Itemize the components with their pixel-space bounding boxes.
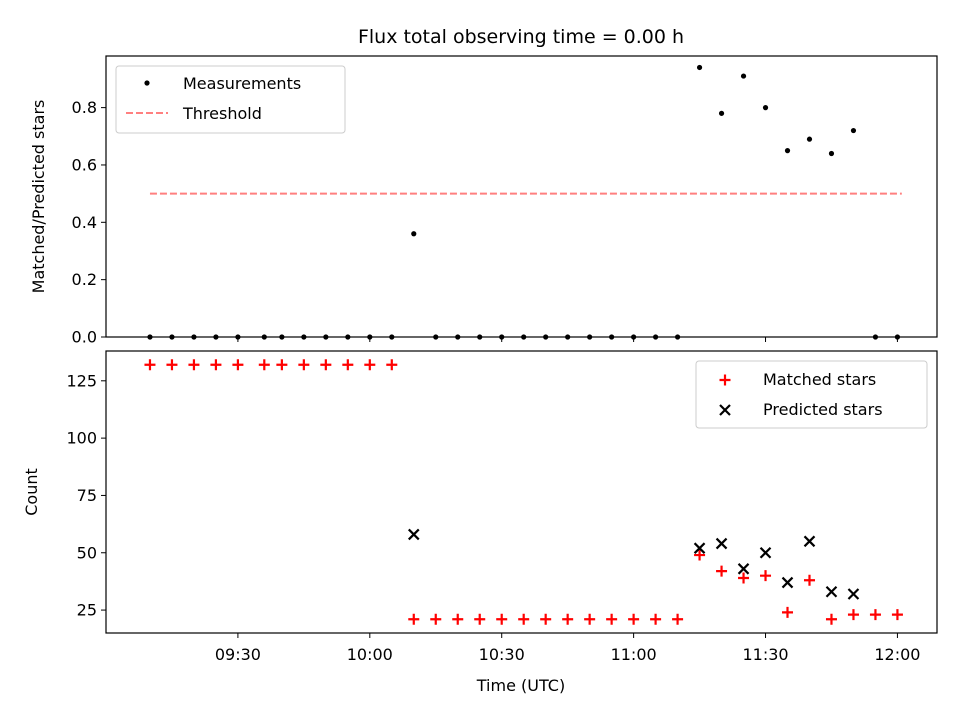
measurement-point bbox=[718, 110, 725, 116]
predicted-star-marker bbox=[803, 535, 816, 548]
predicted-star-marker bbox=[737, 563, 750, 575]
measurement-point bbox=[850, 127, 857, 134]
matched-star-marker bbox=[782, 606, 794, 618]
measurement-point bbox=[696, 64, 703, 71]
y-tick-label: 125 bbox=[66, 371, 97, 390]
bottom-panel: 25 50 75 100 125 09:30 10:00 10:30 11:00 11:30 12:… bbox=[22, 350, 938, 664]
matched-star-marker bbox=[144, 359, 156, 371]
legend-label: Measurements bbox=[183, 74, 301, 93]
y-tick-label: 75 bbox=[77, 486, 97, 505]
top-panel: 0.0 0.2 0.4 0.6 0.8 Matched/Predicted stars Me… bbox=[29, 55, 938, 347]
y-tick-label: 50 bbox=[77, 543, 97, 562]
matched-star-marker bbox=[452, 613, 464, 625]
y-tick-label: 25 bbox=[77, 601, 97, 620]
y-tick-label: 0.2 bbox=[72, 270, 97, 289]
axes-frame bbox=[105, 55, 938, 338]
legend: Measurements Threshold bbox=[115, 65, 346, 134]
predicted-star-marker bbox=[408, 528, 420, 541]
x-tick-label: 11:00 bbox=[611, 645, 657, 664]
y-tick-label: 0.8 bbox=[72, 98, 97, 117]
legend-box bbox=[115, 65, 346, 134]
matched-star-marker bbox=[847, 609, 859, 621]
matched-star-marker bbox=[342, 359, 354, 371]
legend-matched-marker bbox=[719, 374, 731, 386]
matched-star-marker bbox=[210, 359, 222, 371]
legend-box bbox=[695, 360, 928, 429]
legend-label: Predicted stars bbox=[763, 400, 883, 419]
legend: Matched stars Predicted stars bbox=[695, 360, 928, 429]
matched-star-marker bbox=[584, 613, 596, 625]
matched-star-marker bbox=[891, 609, 903, 621]
matched-star-marker bbox=[430, 613, 442, 625]
measurement-point bbox=[828, 150, 835, 157]
matched-star-marker bbox=[474, 613, 486, 625]
predicted-star-marker bbox=[693, 542, 706, 554]
x-tick-label: 12:00 bbox=[874, 645, 920, 664]
x-tick-label: 09:30 bbox=[215, 645, 261, 664]
matched-star-marker bbox=[650, 613, 662, 625]
chart-title: Flux total observing time = 0.00 h bbox=[358, 26, 684, 48]
matched-star-marker bbox=[606, 613, 618, 625]
legend-label: Threshold bbox=[182, 104, 262, 123]
matched-star-marker bbox=[869, 609, 881, 621]
matched-star-marker bbox=[803, 574, 815, 586]
matched-star-marker bbox=[298, 359, 310, 371]
matched-star-marker bbox=[738, 572, 750, 584]
axes-frame bbox=[105, 350, 938, 634]
y-axis-title: Count bbox=[22, 468, 41, 516]
predicted-star-marker bbox=[847, 588, 860, 600]
measurement-point bbox=[784, 148, 791, 154]
series-matched-stars bbox=[144, 359, 903, 625]
predicted-star-marker bbox=[715, 537, 728, 550]
x-tick-label: 10:00 bbox=[347, 645, 393, 664]
y-tick-label: 0.4 bbox=[72, 213, 97, 232]
matched-star-marker bbox=[628, 613, 640, 625]
predicted-star-marker bbox=[781, 576, 794, 589]
x-tick-label: 10:30 bbox=[479, 645, 525, 664]
matched-star-marker bbox=[518, 613, 530, 625]
matched-star-marker bbox=[760, 570, 772, 582]
x-tick-label: 11:30 bbox=[742, 645, 788, 664]
matched-star-marker bbox=[386, 359, 398, 371]
measurement-point bbox=[806, 136, 813, 142]
measurement-point bbox=[411, 231, 417, 237]
legend-label: Matched stars bbox=[763, 370, 876, 389]
y-tick-label: 100 bbox=[66, 429, 97, 448]
matched-star-marker bbox=[825, 613, 837, 625]
matched-star-marker bbox=[188, 359, 200, 371]
matched-star-marker bbox=[540, 613, 552, 625]
matched-star-marker bbox=[258, 359, 270, 371]
matched-star-marker bbox=[276, 359, 288, 371]
matched-star-marker bbox=[364, 359, 376, 371]
measurement-point bbox=[762, 105, 769, 111]
y-axis-title: Matched/Predicted stars bbox=[29, 100, 48, 294]
series-predicted-stars bbox=[408, 528, 860, 600]
matched-star-marker bbox=[408, 613, 420, 625]
y-tick-label: 0.6 bbox=[72, 155, 97, 174]
x-axis-title: Time (UTC) bbox=[476, 676, 565, 695]
legend-measurement-marker bbox=[144, 80, 150, 86]
predicted-star-marker bbox=[825, 585, 838, 598]
matched-star-marker bbox=[232, 359, 244, 371]
legend-predicted-marker bbox=[719, 404, 731, 416]
y-tick-label: 0.0 bbox=[72, 328, 97, 347]
matched-star-marker bbox=[562, 613, 574, 625]
matched-star-marker bbox=[320, 359, 332, 371]
matched-star-marker bbox=[716, 565, 728, 577]
measurement-point bbox=[740, 73, 747, 79]
matched-star-marker bbox=[672, 613, 684, 625]
predicted-star-marker bbox=[759, 546, 772, 559]
matched-star-marker bbox=[694, 549, 706, 561]
matched-star-marker bbox=[166, 359, 178, 371]
matched-star-marker bbox=[496, 613, 508, 625]
